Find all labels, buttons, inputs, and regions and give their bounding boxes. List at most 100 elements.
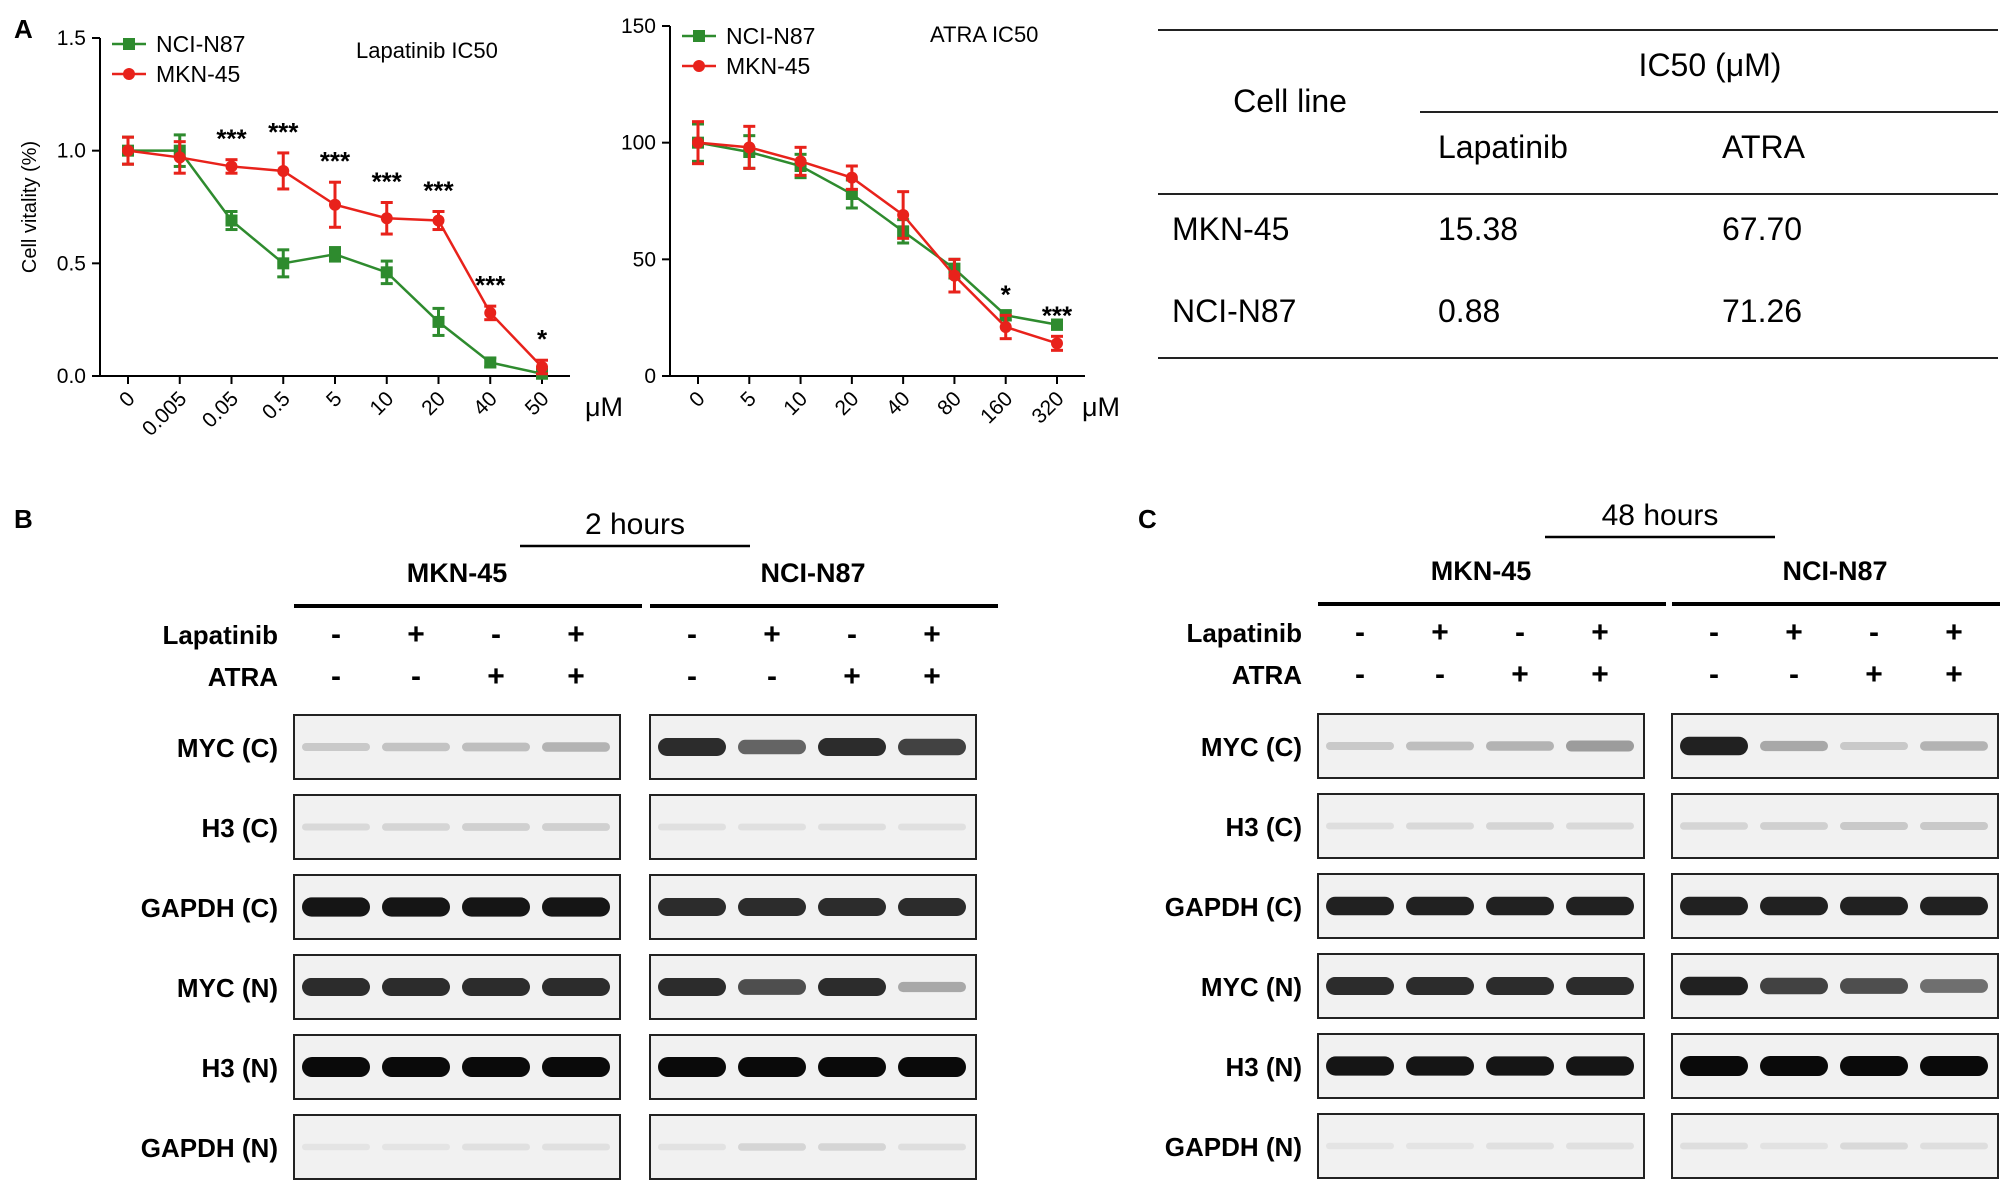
treatment-state: - — [847, 618, 857, 651]
data-point — [1051, 318, 1063, 331]
treatment-state: - — [331, 660, 341, 693]
table-row-label: MKN-45 — [1172, 211, 1289, 247]
blot-band — [898, 1143, 966, 1151]
blot-band — [898, 823, 966, 831]
x-tick-label: 320 — [1027, 387, 1068, 428]
panel-label-b: B — [14, 504, 33, 534]
ic50-table: Cell line IC50 (μM) Lapatinib ATRA MKN-45 15.… — [1158, 29, 1998, 359]
blot-band — [1486, 741, 1554, 751]
blot-band — [898, 981, 966, 993]
band-label: H3 (C) — [201, 813, 278, 843]
data-point — [1051, 337, 1063, 350]
significance-marker: *** — [372, 166, 403, 196]
series-line — [697, 141, 1058, 345]
data-point — [948, 269, 961, 282]
treatment-state: + — [567, 660, 585, 693]
blot-band — [1326, 977, 1394, 995]
chart-title: ATRA IC50 — [930, 22, 1038, 47]
band-label: H3 (N) — [201, 1053, 278, 1083]
blot-band — [542, 823, 610, 831]
x-tick-label: 0.5 — [258, 387, 295, 424]
blot-band — [738, 1057, 806, 1077]
blot-band — [1326, 822, 1394, 830]
significance-marker: *** — [423, 176, 454, 206]
blot-band — [1840, 1142, 1908, 1150]
blot-band — [1486, 822, 1554, 830]
table-group-header: IC50 (μM) — [1639, 47, 1782, 83]
blot-band — [462, 978, 530, 996]
table-cell: 67.70 — [1722, 211, 1802, 247]
treatment-state: - — [411, 660, 421, 693]
blot-band — [302, 823, 370, 831]
x-tick-label: 0.05 — [198, 387, 243, 432]
blot-band — [1680, 736, 1748, 756]
treatment-state: - — [1355, 616, 1365, 649]
blot-band — [1840, 741, 1908, 751]
legend-marker — [693, 60, 705, 72]
legend-marker — [123, 68, 135, 80]
blot-band — [658, 978, 726, 996]
x-tick-label: 40 — [882, 387, 915, 420]
blot-band — [738, 1143, 806, 1151]
treatment-state: + — [487, 660, 505, 693]
treatment-label: ATRA — [1232, 660, 1303, 690]
table-cell: 0.88 — [1438, 293, 1500, 329]
blot-band — [1920, 1142, 1988, 1150]
treatment-state: - — [1789, 658, 1799, 691]
band-label: MYC (C) — [177, 733, 278, 763]
treatment-label: Lapatinib — [162, 620, 278, 650]
blot-band — [1566, 822, 1634, 830]
data-point — [380, 212, 393, 225]
blot-band — [738, 979, 806, 995]
blot-band — [542, 1143, 610, 1151]
treatment-label: Lapatinib — [1186, 618, 1302, 648]
treatment-state: - — [491, 618, 501, 651]
blot-band — [658, 1057, 726, 1077]
treatment-state: - — [1355, 658, 1365, 691]
blot-band — [1840, 821, 1908, 831]
band-label: H3 (N) — [1225, 1052, 1302, 1082]
data-point — [380, 266, 393, 279]
x-tick-label: 0 — [115, 387, 140, 412]
blot-band — [382, 897, 450, 917]
legend-label: MKN-45 — [156, 61, 240, 87]
blot-band — [382, 823, 450, 831]
treatment-state: + — [1431, 616, 1449, 649]
blot-band — [1680, 1142, 1748, 1150]
blot-band — [1920, 821, 1988, 831]
blot-band — [1406, 741, 1474, 751]
blot-band — [302, 1143, 370, 1151]
significance-marker: * — [537, 324, 548, 354]
blot-band — [462, 742, 530, 752]
significance-marker: *** — [320, 146, 351, 176]
y-tick-label: 100 — [621, 132, 656, 155]
treatment-state: - — [767, 660, 777, 693]
data-point — [897, 209, 910, 221]
blot-band — [818, 1057, 886, 1077]
x-tick-label: 50 — [521, 387, 554, 420]
x-tick-label: 20 — [417, 387, 450, 420]
blot-band — [818, 738, 886, 756]
blot-band — [302, 978, 370, 996]
x-tick-label: 80 — [933, 387, 966, 420]
x-tick-label: 0 — [685, 387, 710, 412]
blot-band — [658, 738, 726, 756]
blot-band — [382, 978, 450, 996]
blot-band — [1406, 896, 1474, 916]
x-tick-label: 10 — [366, 387, 399, 420]
blot-band — [542, 978, 610, 996]
significance-marker: * — [1001, 279, 1012, 309]
legend-marker — [693, 30, 705, 42]
band-label: MYC (N) — [1201, 972, 1302, 1002]
blot-band — [542, 897, 610, 917]
treatment-state: - — [687, 618, 697, 651]
blot-band — [818, 978, 886, 996]
blot-band — [1840, 896, 1908, 916]
treatment-state: - — [331, 618, 341, 651]
y-tick-label: 1.5 — [57, 27, 86, 50]
blot-band — [1326, 1056, 1394, 1076]
treatment-state: - — [1869, 616, 1879, 649]
treatment-state: + — [1785, 616, 1803, 649]
blot-band — [542, 1057, 610, 1077]
blot-band — [1486, 1142, 1554, 1150]
